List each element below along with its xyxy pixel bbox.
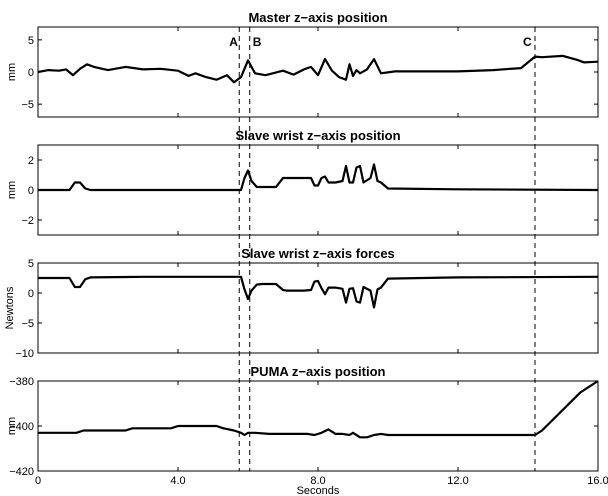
x-tick-label: 0 xyxy=(35,475,41,487)
y-tick-label: −400 xyxy=(9,421,34,433)
x-axis-label: Seconds xyxy=(297,485,340,496)
y-axis-label: mm xyxy=(6,63,18,81)
y-tick-label: 2 xyxy=(28,155,34,167)
y-tick-label: −5 xyxy=(21,318,34,330)
series-line xyxy=(38,54,598,84)
x-tick-label: 8.0 xyxy=(310,475,325,487)
panel-3: Slave wrist z−axis forces 5 0 −5 −10 Newtons xyxy=(4,246,599,360)
y-tick-label: 0 xyxy=(28,288,34,300)
series-line xyxy=(38,381,598,439)
event-label: C xyxy=(523,35,532,49)
y-tick-label: −5 xyxy=(21,99,34,111)
y-tick-label: −420 xyxy=(9,466,34,478)
panel-2: Slave wrist z−axis position 2 0 −2 mm xyxy=(6,128,599,236)
y-tick-label: −10 xyxy=(15,348,34,360)
event-markers: A B C xyxy=(229,27,536,471)
event-label: B xyxy=(253,35,262,49)
panel-1: Master z−axis position 5 0 −5 mm xyxy=(6,10,599,118)
panel-title: Slave wrist z−axis forces xyxy=(241,246,395,261)
panel-title: PUMA z−axis position xyxy=(251,364,386,379)
event-label: A xyxy=(229,35,238,49)
x-tick-label: 4.0 xyxy=(170,475,185,487)
series-line xyxy=(38,163,598,192)
y-axis-label: mm xyxy=(6,181,18,199)
y-tick-label: −2 xyxy=(21,215,34,227)
panel-title: Slave wrist z−axis position xyxy=(235,128,400,143)
panel-title: Master z−axis position xyxy=(248,10,387,25)
plot-frame xyxy=(37,26,599,118)
y-tick-label: 5 xyxy=(28,258,34,270)
series-line xyxy=(38,275,598,309)
y-axis-label: mm xyxy=(6,417,18,435)
x-tick-label: 16.0 xyxy=(587,475,608,487)
y-axis-label: Newtons xyxy=(4,286,16,329)
y-tick-label: 5 xyxy=(28,35,34,47)
y-tick-label: 0 xyxy=(28,185,34,197)
x-tick-label: 12.0 xyxy=(447,475,468,487)
y-tick-label: −380 xyxy=(9,376,34,388)
y-tick-label: 0 xyxy=(28,67,34,79)
plot-frame xyxy=(37,380,599,472)
